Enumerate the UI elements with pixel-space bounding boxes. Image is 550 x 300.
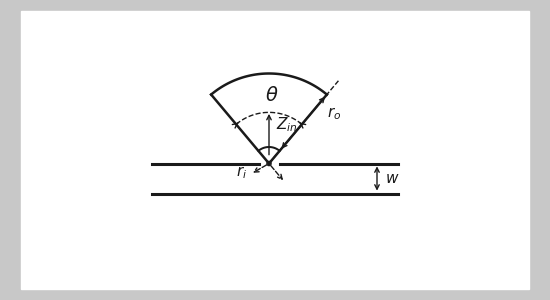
Text: $r_o$: $r_o$: [327, 105, 342, 122]
Text: $\theta$: $\theta$: [265, 86, 279, 105]
Circle shape: [268, 163, 270, 164]
Text: $w$: $w$: [384, 171, 399, 186]
Text: $r_i$: $r_i$: [236, 164, 248, 181]
Text: $Z_{in}$: $Z_{in}$: [277, 115, 298, 134]
